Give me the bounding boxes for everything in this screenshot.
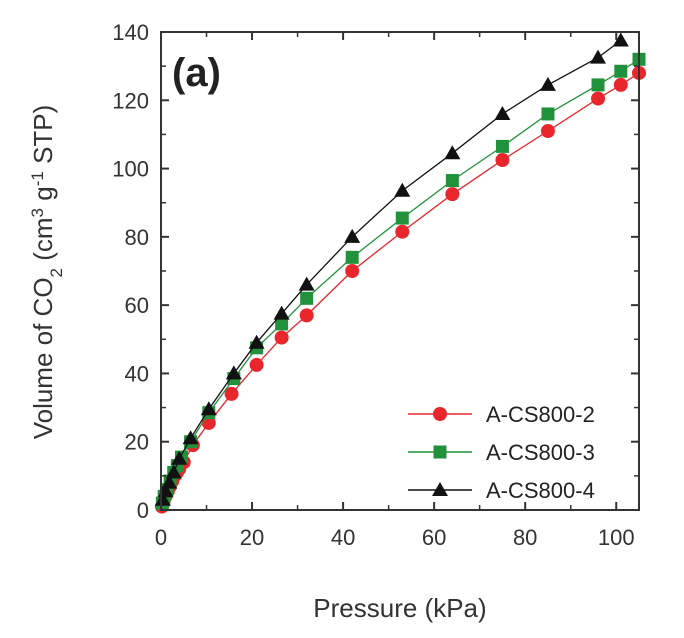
x-tick-label: 20 [240,525,264,550]
data-point [249,357,264,372]
data-point [165,464,182,479]
data-point [445,174,459,188]
panel-label: (a) [172,51,221,95]
data-point [225,365,242,380]
data-point [612,32,629,47]
data-point [275,317,289,331]
data-point [395,211,409,225]
legend-marker [432,482,448,496]
data-point [298,276,315,291]
data-point [590,49,607,64]
y-axis-title-prefix: Volume of CO [28,277,58,439]
y-axis-title: Volume of CO2 (cm3 g-1 STP) [28,105,66,440]
series-line [161,58,640,504]
y-axis-title-g-superscript: -1 [28,171,47,186]
legend-item-a-cs800-3: A-CS800-3 [408,440,595,465]
y-tick-label: 60 [125,293,149,318]
data-point [344,228,361,243]
data-point [394,182,411,197]
legend-label: A-CS800-4 [486,478,595,503]
data-point [345,250,359,264]
data-point [395,224,410,239]
y-tick-label: 80 [125,225,149,250]
y-axis-title-cm-superscript: 3 [28,208,47,217]
x-axis-title: Pressure (kPa) [313,593,486,623]
y-tick-label: 0 [137,498,149,523]
data-point [345,264,360,278]
x-tick-label: 100 [598,525,635,550]
y-axis-title-suffix: STP) [28,105,58,171]
y-tick-label: 140 [112,20,149,45]
data-point [444,145,461,160]
data-point [171,450,188,465]
y-tick-label: 20 [125,430,149,455]
x-tick-label: 0 [155,525,167,550]
y-axis-title-middle: (cm [28,217,58,268]
data-point [541,107,555,121]
legend: A-CS800-2 A-CS800-3 A-CS800-4 [408,402,595,503]
data-point [539,76,556,91]
data-point [182,430,199,445]
legend-marker [433,445,447,459]
data-point [299,308,314,323]
legend-marker [433,407,447,421]
data-point [274,330,289,345]
x-tick-label: 80 [513,525,537,550]
axes-layer: 0 20 40 60 80 100 120 140 0 20 40 60 80 100 [112,20,640,550]
data-point [495,139,509,153]
y-axis-title-g: g [28,186,58,208]
data-point [154,491,171,506]
legend-item-a-cs800-4: A-CS800-4 [408,478,595,503]
y-tick-label: 40 [125,361,149,386]
data-point [591,78,605,92]
data-point [540,124,555,139]
data-point [613,77,628,92]
data-point [300,291,314,305]
data-point [273,305,290,320]
y-tick-label: 100 [112,157,149,182]
y-tick-label: 120 [112,88,149,113]
data-point [445,187,460,202]
data-point [224,386,239,401]
data-point [495,153,510,168]
x-tick-label: 60 [422,525,446,550]
legend-item-a-cs800-2: A-CS800-2 [408,402,595,427]
data-point [494,105,511,120]
legend-label: A-CS800-3 [486,440,595,465]
y-axis-title-co2-subscript: 2 [47,268,66,277]
data-point [200,401,217,416]
data-point [161,474,178,489]
plot-frame [160,31,640,511]
legend-label: A-CS800-2 [486,402,595,427]
series-a-cs800-4 [154,32,629,506]
x-tick-label: 40 [331,525,355,550]
series-layer [154,32,646,514]
data-point [591,91,606,106]
data-point [248,334,265,349]
data-point [614,64,628,78]
